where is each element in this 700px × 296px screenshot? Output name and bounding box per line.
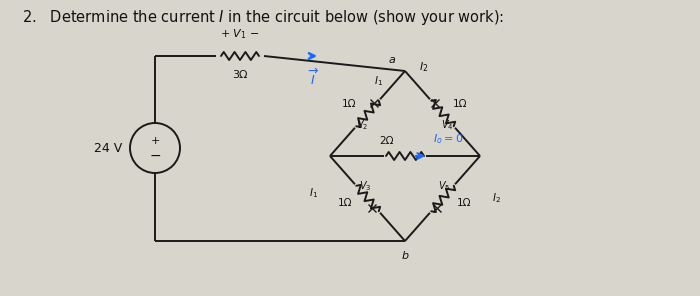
Text: 1Ω: 1Ω: [457, 197, 472, 207]
Text: $I_1$: $I_1$: [309, 186, 318, 200]
Text: 3Ω: 3Ω: [232, 70, 248, 80]
Text: 1Ω: 1Ω: [338, 197, 353, 207]
Text: $V_3$: $V_3$: [359, 179, 372, 192]
Text: 1Ω: 1Ω: [454, 99, 468, 109]
Text: 1Ω: 1Ω: [342, 99, 357, 109]
Text: +: +: [150, 136, 160, 146]
Text: $V_4$: $V_4$: [441, 118, 454, 132]
Text: $V_2$: $V_2$: [356, 118, 369, 132]
Text: $V_5$: $V_5$: [438, 179, 451, 192]
Text: $\overrightarrow{I}$: $\overrightarrow{I}$: [309, 68, 320, 88]
Text: $I_2$: $I_2$: [492, 192, 501, 205]
Text: 2.   Determine the current $I$ in the circuit below (show your work):: 2. Determine the current $I$ in the circ…: [22, 8, 504, 27]
Text: 2Ω: 2Ω: [379, 136, 394, 146]
Text: $I_2$: $I_2$: [419, 60, 428, 74]
Text: a: a: [388, 55, 395, 65]
Text: −: −: [149, 149, 161, 163]
Text: 24 V: 24 V: [94, 141, 122, 155]
Text: + $V_1$ $-$: + $V_1$ $-$: [220, 27, 260, 41]
Text: $I_o = 0$: $I_o = 0$: [433, 132, 463, 146]
Text: $I_1$: $I_1$: [374, 74, 383, 88]
Text: b: b: [401, 251, 409, 261]
